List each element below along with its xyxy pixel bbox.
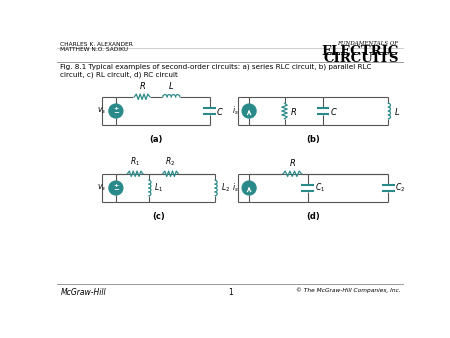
Text: $v_s$: $v_s$	[97, 183, 106, 193]
Text: FUNDAMENTALS OF: FUNDAMENTALS OF	[338, 41, 399, 46]
Text: CIRCUITS: CIRCUITS	[323, 52, 399, 65]
Text: (c): (c)	[152, 212, 165, 221]
Circle shape	[242, 104, 256, 118]
Text: $R$: $R$	[289, 158, 296, 168]
Text: +: +	[113, 183, 118, 188]
Circle shape	[109, 104, 123, 118]
Text: $C_1$: $C_1$	[315, 182, 325, 194]
Text: $L$: $L$	[168, 80, 175, 91]
Text: $L_1$: $L_1$	[154, 182, 163, 194]
Text: ELECTRIC: ELECTRIC	[321, 45, 399, 58]
Text: Fig. 8.1 Typical examples of second-order circuits: a) series RLC circuit, b) pa: Fig. 8.1 Typical examples of second-orde…	[60, 64, 372, 78]
Text: $i_s$: $i_s$	[232, 182, 239, 194]
Text: (b): (b)	[306, 135, 320, 144]
Text: −: −	[113, 187, 119, 193]
Text: $C$: $C$	[216, 105, 224, 117]
Circle shape	[109, 181, 123, 195]
Text: $R_1$: $R_1$	[130, 156, 140, 168]
Text: © The McGraw-Hill Companies, Inc.: © The McGraw-Hill Companies, Inc.	[296, 288, 401, 293]
Text: $L_2$: $L_2$	[220, 182, 230, 194]
Text: (d): (d)	[306, 212, 320, 221]
Text: (a): (a)	[149, 135, 162, 144]
Text: McGraw-Hill: McGraw-Hill	[60, 288, 106, 297]
Text: $i_s$: $i_s$	[232, 105, 239, 117]
Text: $R_2$: $R_2$	[166, 156, 176, 168]
Text: +: +	[113, 106, 118, 111]
Text: MATTHEW N.O. SADIKU: MATTHEW N.O. SADIKU	[60, 48, 128, 52]
Text: −: −	[113, 110, 119, 116]
Text: CHARLES K. ALEXANDER: CHARLES K. ALEXANDER	[60, 42, 133, 47]
Text: $v_s$: $v_s$	[97, 106, 106, 116]
Text: 1: 1	[228, 288, 233, 297]
Circle shape	[242, 181, 256, 195]
Text: $R$: $R$	[290, 105, 297, 117]
Text: $L$: $L$	[394, 105, 400, 117]
Text: $C$: $C$	[330, 105, 338, 117]
Text: $R$: $R$	[139, 80, 146, 91]
Text: $C_2$: $C_2$	[396, 182, 405, 194]
